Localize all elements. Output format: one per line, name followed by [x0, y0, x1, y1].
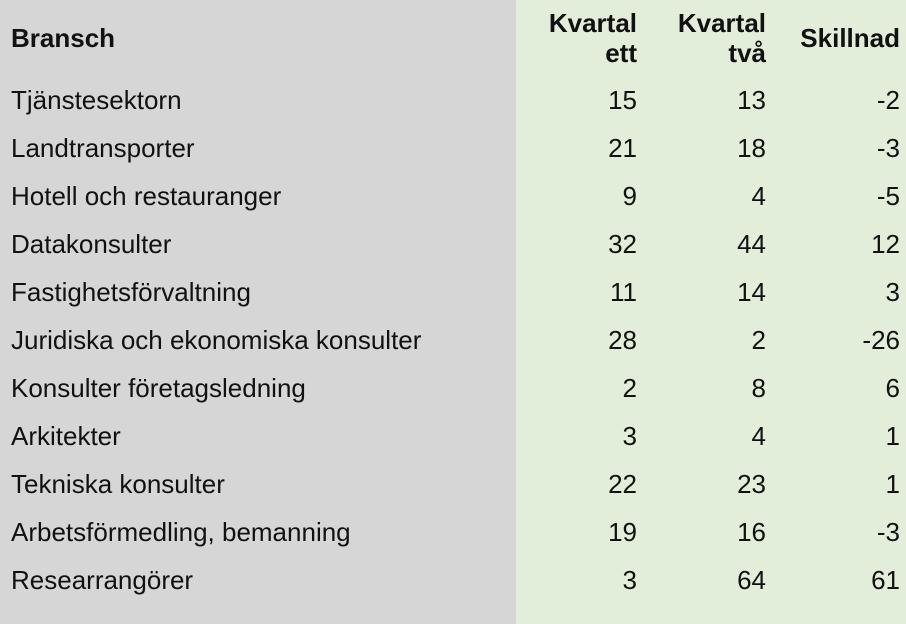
cell-kvartal-ett: 32: [608, 229, 637, 259]
cell-skillnad: 1: [885, 469, 900, 499]
cell-kvartal-tva: 13: [737, 85, 766, 115]
table-row: Researrangörer 3 64 61: [0, 556, 906, 604]
column-header-kvartal-ett: Kvartal ett: [548, 8, 637, 68]
cell-kvartal-ett: 22: [608, 469, 637, 499]
row-label-bransch: Researrangörer: [11, 565, 194, 595]
table-row: Tjänstesektorn 15 13 -2: [0, 76, 906, 124]
row-label-bransch: Landtransporter: [11, 133, 195, 163]
table-row: Fastighetsförvaltning 11 14 3: [0, 268, 906, 316]
column-header-kvartal-tva: Kvartal två: [677, 8, 766, 68]
cell-kvartal-tva: 16: [737, 517, 766, 547]
cell-kvartal-tva: 4: [751, 421, 766, 451]
row-label-bransch: Konsulter företagsledning: [11, 373, 306, 403]
cell-kvartal-tva: 64: [737, 565, 766, 595]
table-header-row: Bransch Kvartal ett Kvartal två Skillnad: [0, 0, 906, 76]
cell-skillnad: -5: [876, 181, 900, 211]
row-label-bransch: Datakonsulter: [11, 229, 172, 259]
table-row: Konsulter företagsledning 2 8 6: [0, 364, 906, 412]
row-label-bransch: Tjänstesektorn: [11, 85, 182, 115]
cell-kvartal-tva: 4: [751, 181, 766, 211]
cell-kvartal-ett: 19: [608, 517, 637, 547]
row-label-bransch: Arbetsförmedling, bemanning: [11, 517, 351, 547]
cell-kvartal-tva: 23: [737, 469, 766, 499]
table-row: Datakonsulter 32 44 12: [0, 220, 906, 268]
cell-skillnad: -2: [876, 85, 900, 115]
cell-skillnad: 61: [871, 565, 900, 595]
cell-skillnad: -3: [876, 517, 900, 547]
row-label-bransch: Tekniska konsulter: [11, 469, 225, 499]
numeric-columns-background: [516, 0, 906, 624]
table-row: Tekniska konsulter 22 23 1: [0, 460, 906, 508]
cell-kvartal-ett: 9: [622, 181, 637, 211]
table-row: Hotell och restauranger 9 4 -5: [0, 172, 906, 220]
table-body: Tjänstesektorn 15 13 -2 Landtransporter …: [0, 76, 906, 604]
cell-kvartal-tva: 2: [751, 325, 766, 355]
cell-skillnad: 1: [885, 421, 900, 451]
table-row: Arbetsförmedling, bemanning 19 16 -3: [0, 508, 906, 556]
cell-skillnad: 12: [871, 229, 900, 259]
cell-kvartal-tva: 8: [751, 373, 766, 403]
cell-kvartal-ett: 28: [608, 325, 637, 355]
cell-kvartal-ett: 11: [610, 277, 637, 307]
cell-kvartal-ett: 15: [608, 85, 637, 115]
cell-skillnad: -3: [876, 133, 900, 163]
industry-quarter-table: Bransch Kvartal ett Kvartal två Skillnad…: [0, 0, 906, 604]
cell-skillnad: -26: [862, 325, 900, 355]
cell-kvartal-ett: 21: [608, 133, 637, 163]
table-row: Arkitekter 3 4 1: [0, 412, 906, 460]
cell-kvartal-ett: 3: [622, 565, 637, 595]
row-label-bransch: Hotell och restauranger: [11, 181, 282, 211]
cell-skillnad: 3: [885, 277, 900, 307]
column-header-skillnad: Skillnad: [800, 23, 900, 53]
row-label-bransch: Fastighetsförvaltning: [11, 277, 251, 307]
row-label-bransch: Arkitekter: [11, 421, 121, 451]
cell-skillnad: 6: [885, 373, 900, 403]
table-row: Juridiska och ekonomiska konsulter 28 2 …: [0, 316, 906, 364]
cell-kvartal-ett: 3: [622, 421, 637, 451]
cell-kvartal-ett: 2: [622, 373, 637, 403]
row-label-bransch: Juridiska och ekonomiska konsulter: [11, 325, 422, 355]
column-header-bransch: Bransch: [11, 23, 116, 53]
cell-kvartal-tva: 14: [737, 277, 766, 307]
cell-kvartal-tva: 44: [737, 229, 766, 259]
cell-kvartal-tva: 18: [737, 133, 766, 163]
table-row: Landtransporter 21 18 -3: [0, 124, 906, 172]
